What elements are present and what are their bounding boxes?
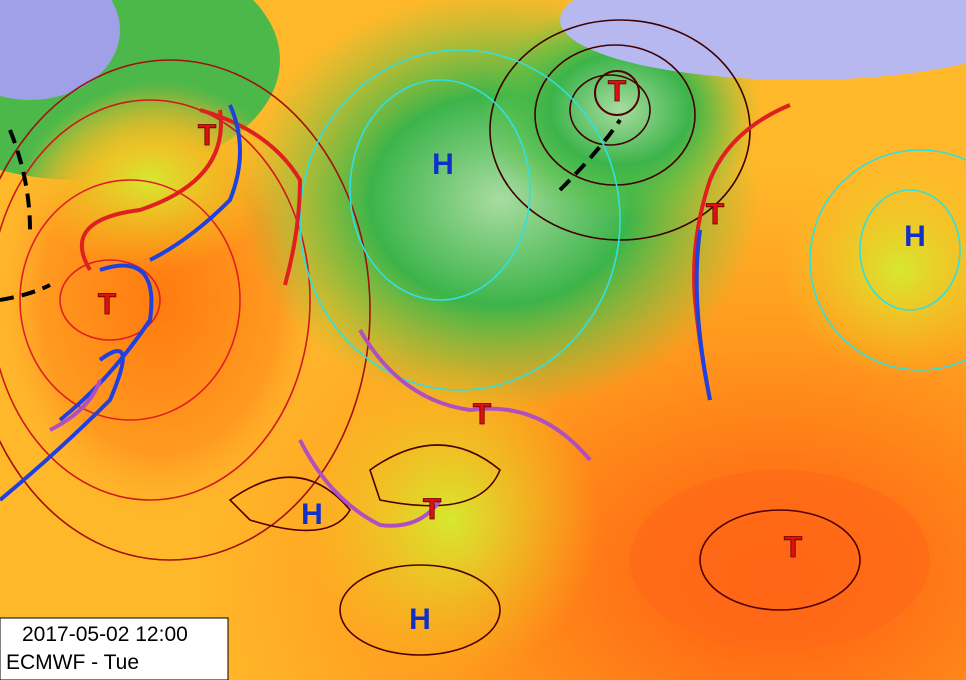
info-box: [0, 617, 229, 680]
pressure-label: H: [904, 220, 926, 253]
pressure-label: H: [301, 498, 323, 531]
pressure-label: T: [706, 198, 724, 231]
fronts: [0, 103, 791, 528]
model-label: ECMWF - Tue: [6, 651, 139, 674]
pressure-label: T: [198, 119, 216, 152]
isobars: [0, 19, 966, 656]
timestamp: 2017-05-02 12:00: [22, 623, 188, 646]
pressure-label: T: [98, 288, 116, 321]
pressure-label: T: [423, 493, 441, 526]
pressure-label: T: [784, 531, 802, 564]
pressure-label: H: [432, 148, 454, 181]
pressure-label: T: [473, 398, 491, 431]
pressure-label: T: [608, 75, 626, 108]
pressure-labels: T T H T T H T T H H T: [97, 75, 926, 636]
low-ring: [594, 70, 640, 116]
pressure-label: H: [409, 603, 431, 636]
